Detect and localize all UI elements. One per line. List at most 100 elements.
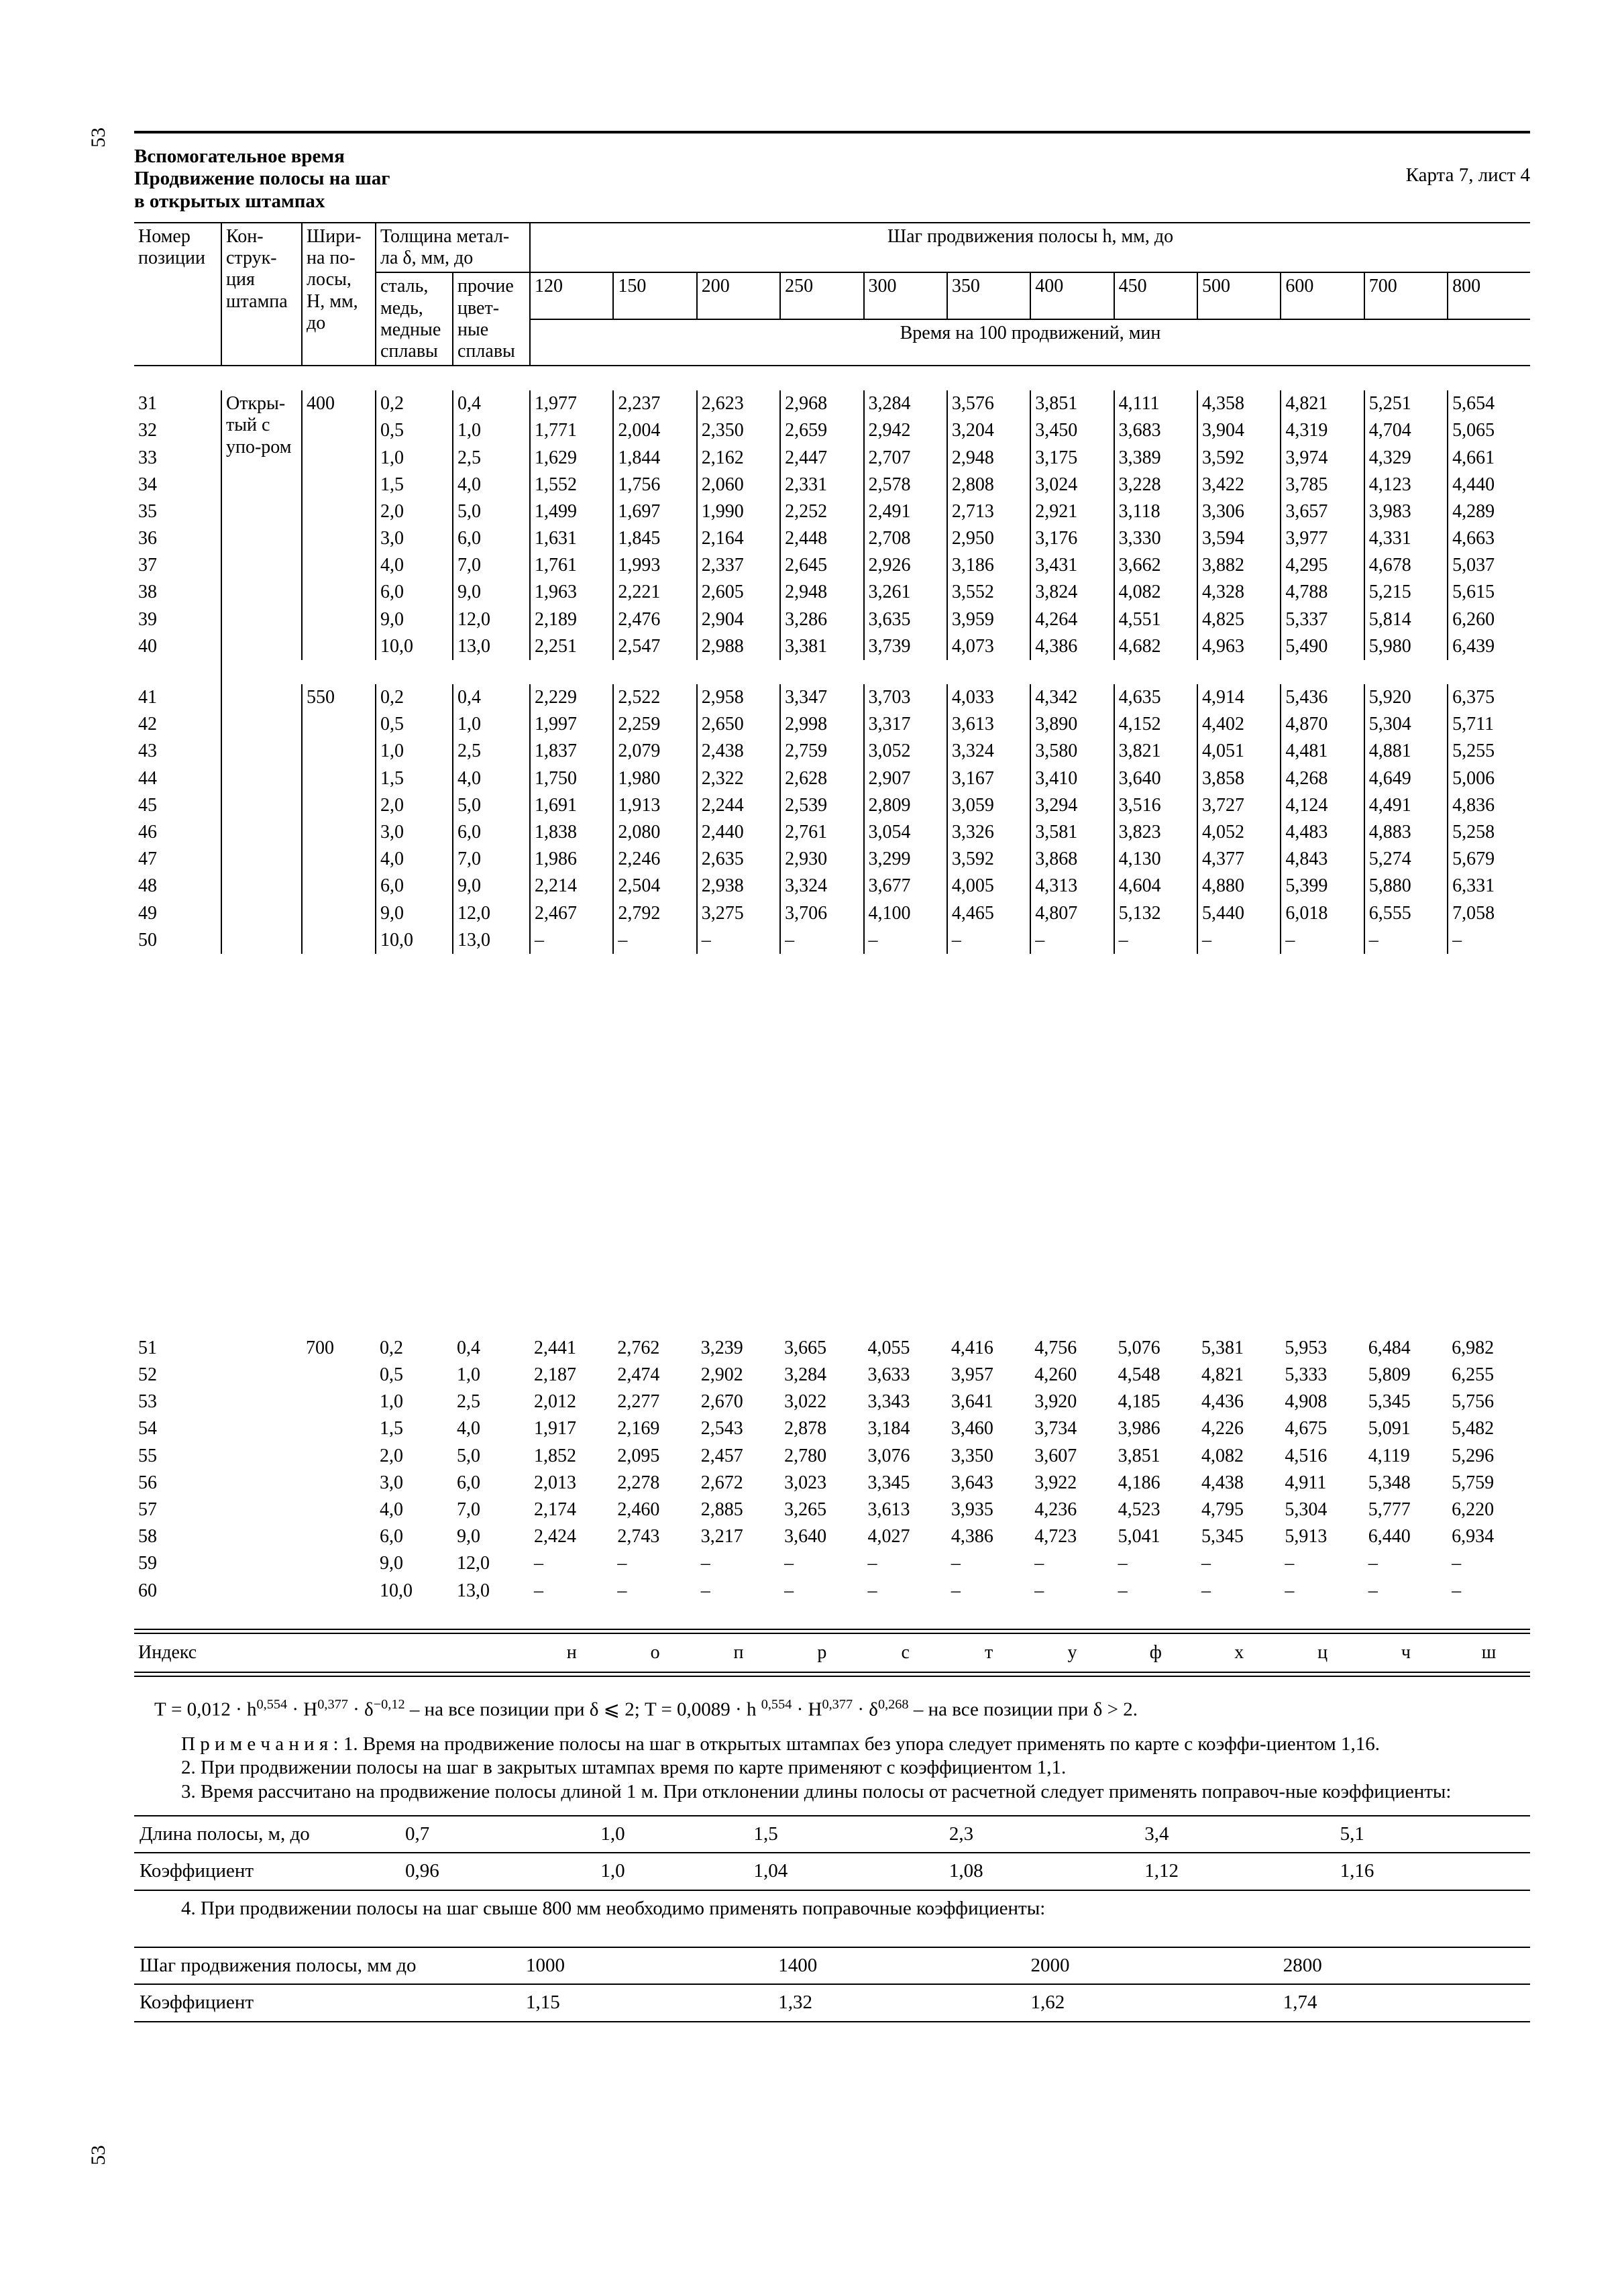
value-cell: 2,988 <box>697 633 780 660</box>
value-cell: 3,977 <box>1281 525 1364 552</box>
value-cell: 5,482 <box>1448 1415 1530 1442</box>
value-cell: – <box>947 927 1030 954</box>
value-cell: 2,921 <box>1030 498 1114 525</box>
coef2-r1-label: Шаг продвижения полосы, мм до <box>134 1947 521 1984</box>
coef-table-step: Шаг продвижения полосы, мм до 1000 1400 … <box>134 1947 1530 2022</box>
value-cell: – <box>1364 1550 1448 1577</box>
value-cell: 7,058 <box>1448 900 1530 927</box>
pos-cell: 42 <box>134 711 221 738</box>
value-cell: 3,643 <box>947 1470 1030 1497</box>
value-cell: 4,663 <box>1448 525 1530 552</box>
value-cell: 6,484 <box>1364 1335 1448 1362</box>
value-cell: 3,343 <box>864 1389 947 1415</box>
value-cell: 1,845 <box>613 525 696 552</box>
width-cell: 700 <box>302 1335 376 1605</box>
value-cell: 5,345 <box>1197 1523 1281 1550</box>
value-cell: 2,885 <box>697 1497 780 1523</box>
d1-cell: 3,0 <box>376 525 453 552</box>
value-cell: 4,963 <box>1197 633 1281 660</box>
value-cell: 1,913 <box>613 792 696 819</box>
value-cell: 3,851 <box>1030 390 1114 417</box>
d2-cell: 0,4 <box>453 390 530 417</box>
d2-cell: 12,0 <box>453 900 530 927</box>
value-cell: 2,079 <box>613 738 696 765</box>
value-cell: 4,436 <box>1197 1389 1281 1415</box>
d2-cell: 12,0 <box>453 1550 530 1577</box>
th-step: 120 <box>530 272 613 319</box>
d2-cell: 13,0 <box>453 927 530 954</box>
value-cell: 5,296 <box>1448 1443 1530 1470</box>
value-cell: 4,073 <box>947 633 1030 660</box>
value-cell: – <box>613 927 696 954</box>
value-cell: – <box>1281 1578 1364 1605</box>
value-cell: – <box>697 1578 780 1605</box>
d2-cell: 5,0 <box>453 1443 530 1470</box>
value-cell: 4,821 <box>1197 1362 1281 1389</box>
value-cell: 3,851 <box>1114 1443 1197 1470</box>
value-cell: 2,907 <box>864 765 947 792</box>
value-cell: 4,604 <box>1114 873 1197 900</box>
coef2-cell: 2000 <box>1026 1947 1278 1984</box>
value-cell: 6,982 <box>1448 1335 1530 1362</box>
value-cell: 2,950 <box>947 525 1030 552</box>
value-cell: 3,823 <box>1114 819 1197 846</box>
coef1-cell: 1,0 <box>595 1816 748 1853</box>
value-cell: 5,304 <box>1281 1497 1364 1523</box>
value-cell: 2,743 <box>613 1523 696 1550</box>
d1-cell: 4,0 <box>376 552 453 579</box>
coef2-cell: 1,15 <box>521 1984 773 2021</box>
value-cell: 6,440 <box>1364 1523 1448 1550</box>
value-cell: 4,185 <box>1114 1389 1197 1415</box>
d2-cell: 6,0 <box>453 819 530 846</box>
index-letter: р <box>780 1633 863 1672</box>
value-cell: 4,152 <box>1114 711 1197 738</box>
header-right: Карта 7, лист 4 <box>1406 146 1530 186</box>
coef-table-length: Длина полосы, м, до 0,7 1,0 1,5 2,3 3,4 … <box>134 1815 1530 1891</box>
value-cell: 2,278 <box>613 1470 696 1497</box>
value-cell: – <box>864 1578 947 1605</box>
value-cell: 1,977 <box>530 390 613 417</box>
value-cell: – <box>1448 1550 1530 1577</box>
value-cell: – <box>1281 1550 1364 1577</box>
pos-cell: 57 <box>134 1497 221 1523</box>
th-step: 500 <box>1197 272 1281 319</box>
value-cell: 4,551 <box>1114 606 1197 633</box>
value-cell: 4,313 <box>1030 873 1114 900</box>
value-cell: 2,809 <box>864 792 947 819</box>
pos-cell: 41 <box>134 684 221 711</box>
value-cell: 4,051 <box>1197 738 1281 765</box>
value-cell: 4,342 <box>1030 684 1114 711</box>
value-cell: 3,983 <box>1364 498 1448 525</box>
coef1-cell: 0,96 <box>400 1853 595 1890</box>
table-row: 31Откры-тый с упо-ром4000,20,41,9772,237… <box>134 390 1530 417</box>
value-cell: 4,788 <box>1281 579 1364 606</box>
pos-cell: 56 <box>134 1470 221 1497</box>
value-cell: 4,052 <box>1197 819 1281 846</box>
value-cell: 6,220 <box>1448 1497 1530 1523</box>
value-cell: 3,176 <box>1030 525 1114 552</box>
pos-cell: 46 <box>134 819 221 846</box>
value-cell: 4,523 <box>1114 1497 1197 1523</box>
value-cell: – <box>947 1550 1030 1577</box>
th-subtitle: Время на 100 продвижений, мин <box>530 319 1530 366</box>
d1-cell: 0,5 <box>376 1362 453 1389</box>
index-letter: с <box>864 1633 947 1672</box>
value-cell: 3,228 <box>1114 472 1197 498</box>
pos-cell: 35 <box>134 498 221 525</box>
value-cell: 3,986 <box>1114 1415 1197 1442</box>
value-cell: 2,467 <box>530 900 613 927</box>
d1-cell: 1,5 <box>376 472 453 498</box>
value-cell: 4,328 <box>1197 579 1281 606</box>
value-cell: 1,838 <box>530 819 613 846</box>
value-cell: 2,968 <box>780 390 863 417</box>
value-cell: 3,613 <box>864 1497 947 1523</box>
value-cell: 3,265 <box>780 1497 863 1523</box>
value-cell: 2,012 <box>530 1389 613 1415</box>
coef1-r2-label: Коэффициент <box>134 1853 400 1890</box>
value-cell: 5,304 <box>1364 711 1448 738</box>
value-cell: 5,337 <box>1281 606 1364 633</box>
table-row: 415500,20,42,2292,5222,9583,3473,7034,03… <box>134 684 1530 711</box>
coef1-cell: 1,04 <box>748 1853 943 1890</box>
value-cell: 4,027 <box>864 1523 947 1550</box>
pos-cell: 54 <box>134 1415 221 1442</box>
